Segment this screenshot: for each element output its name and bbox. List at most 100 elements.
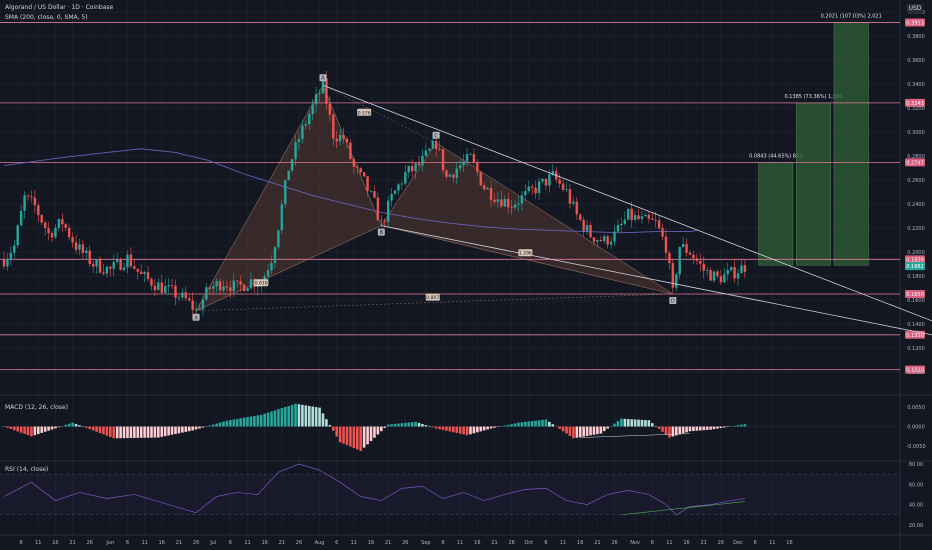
candle-body (181, 292, 184, 298)
macd-bar (668, 426, 671, 438)
macd-bar (81, 426, 85, 428)
candle-body (671, 263, 675, 288)
price-tick: 0.1200 (907, 346, 925, 352)
macd-bar (678, 426, 682, 435)
macd-bar (307, 405, 311, 427)
macd-bar (448, 426, 452, 432)
point-badge (319, 74, 327, 82)
macd-bar (54, 426, 57, 429)
macd-bar (331, 426, 335, 431)
candle-body (527, 186, 530, 191)
x-tick: 16 (368, 540, 374, 546)
macd-bar (472, 426, 476, 434)
candle-body (719, 276, 723, 283)
macd-bar (91, 426, 95, 431)
candle-body (548, 174, 551, 186)
macd-bar (524, 421, 527, 427)
level-label: 0.1939 (906, 257, 924, 263)
macd-bar (376, 426, 380, 435)
candle-body (222, 286, 225, 291)
candle-body (376, 197, 380, 221)
candle-body (541, 178, 544, 182)
candle-body (644, 214, 647, 217)
macd-bar (229, 420, 232, 427)
candle-body (404, 172, 407, 184)
candle-body (503, 198, 506, 207)
macd-bar (534, 420, 537, 427)
macd-bar (85, 426, 88, 428)
candle-body (620, 223, 623, 226)
candle-body (458, 165, 462, 169)
macd-bar (729, 426, 733, 427)
macd-bar (554, 426, 558, 428)
macd-bar (40, 426, 44, 433)
candle-body (205, 287, 208, 300)
macd-bar (568, 426, 572, 436)
macd-bar (177, 426, 181, 434)
target-box (758, 162, 794, 266)
x-tick: 16 (577, 540, 583, 546)
x-tick: 16 (159, 540, 165, 546)
macd-bar (26, 426, 30, 436)
candle-body (301, 125, 304, 139)
macd-bar (661, 426, 664, 432)
macd-bar (544, 419, 548, 427)
macd-bar (486, 426, 489, 430)
candle-body (2, 259, 6, 267)
candle-body (314, 94, 318, 105)
target-label: 0.2021 (107.03%) 2,021 (821, 13, 882, 19)
candle-body (352, 158, 356, 167)
x-tick: 16 (474, 540, 480, 546)
macd-bar (239, 418, 242, 427)
candle-body (328, 103, 332, 115)
macd-bar (428, 426, 431, 427)
macd-bar (740, 424, 743, 427)
macd-bar (517, 422, 520, 427)
macd-bar (565, 426, 568, 434)
macd-bar (16, 426, 20, 432)
candle-body (486, 187, 489, 190)
candle-body (616, 225, 620, 232)
macd-tick: 0.0000 (907, 425, 925, 431)
candle-body (342, 134, 345, 139)
macd-bar (71, 422, 74, 427)
price-tick: 0.2800 (907, 154, 925, 160)
macd-bar (112, 426, 116, 439)
macd-bar (218, 422, 222, 427)
candle-body (489, 187, 493, 200)
rsi-tick: 60.00 (909, 482, 923, 488)
currency-badge[interactable]: USD (907, 4, 923, 14)
candle-body (386, 200, 390, 222)
macd-bar (548, 421, 551, 427)
sma-line (3, 148, 697, 234)
candle-body (637, 215, 640, 220)
macd-bar (184, 426, 188, 432)
macd-bar (489, 426, 493, 429)
candle-body (208, 287, 211, 289)
macd-bar (139, 426, 143, 438)
macd-bar (150, 426, 153, 438)
axes: 0.40000.38000.36000.34000.32000.30000.28… (20, 10, 925, 546)
macd-bar (616, 421, 620, 427)
candle-body (434, 140, 438, 149)
macd-bar (47, 426, 50, 431)
x-tick: 6 (754, 540, 757, 546)
macd-bar (561, 426, 565, 432)
candle-body (318, 93, 321, 95)
candle-body (630, 208, 633, 220)
macd-bar (743, 424, 747, 427)
candle-body (102, 272, 105, 274)
macd-bar (115, 426, 119, 439)
candle-body (366, 176, 369, 192)
candle-body (393, 190, 397, 195)
macd-bar (589, 426, 592, 436)
x-tick: 11 (666, 540, 672, 546)
candle-body (191, 300, 194, 310)
macd-bar (698, 426, 702, 431)
candle-body (287, 170, 290, 181)
macd-bar (157, 426, 160, 438)
macd-bar (609, 426, 613, 427)
macd-bar (452, 426, 455, 433)
